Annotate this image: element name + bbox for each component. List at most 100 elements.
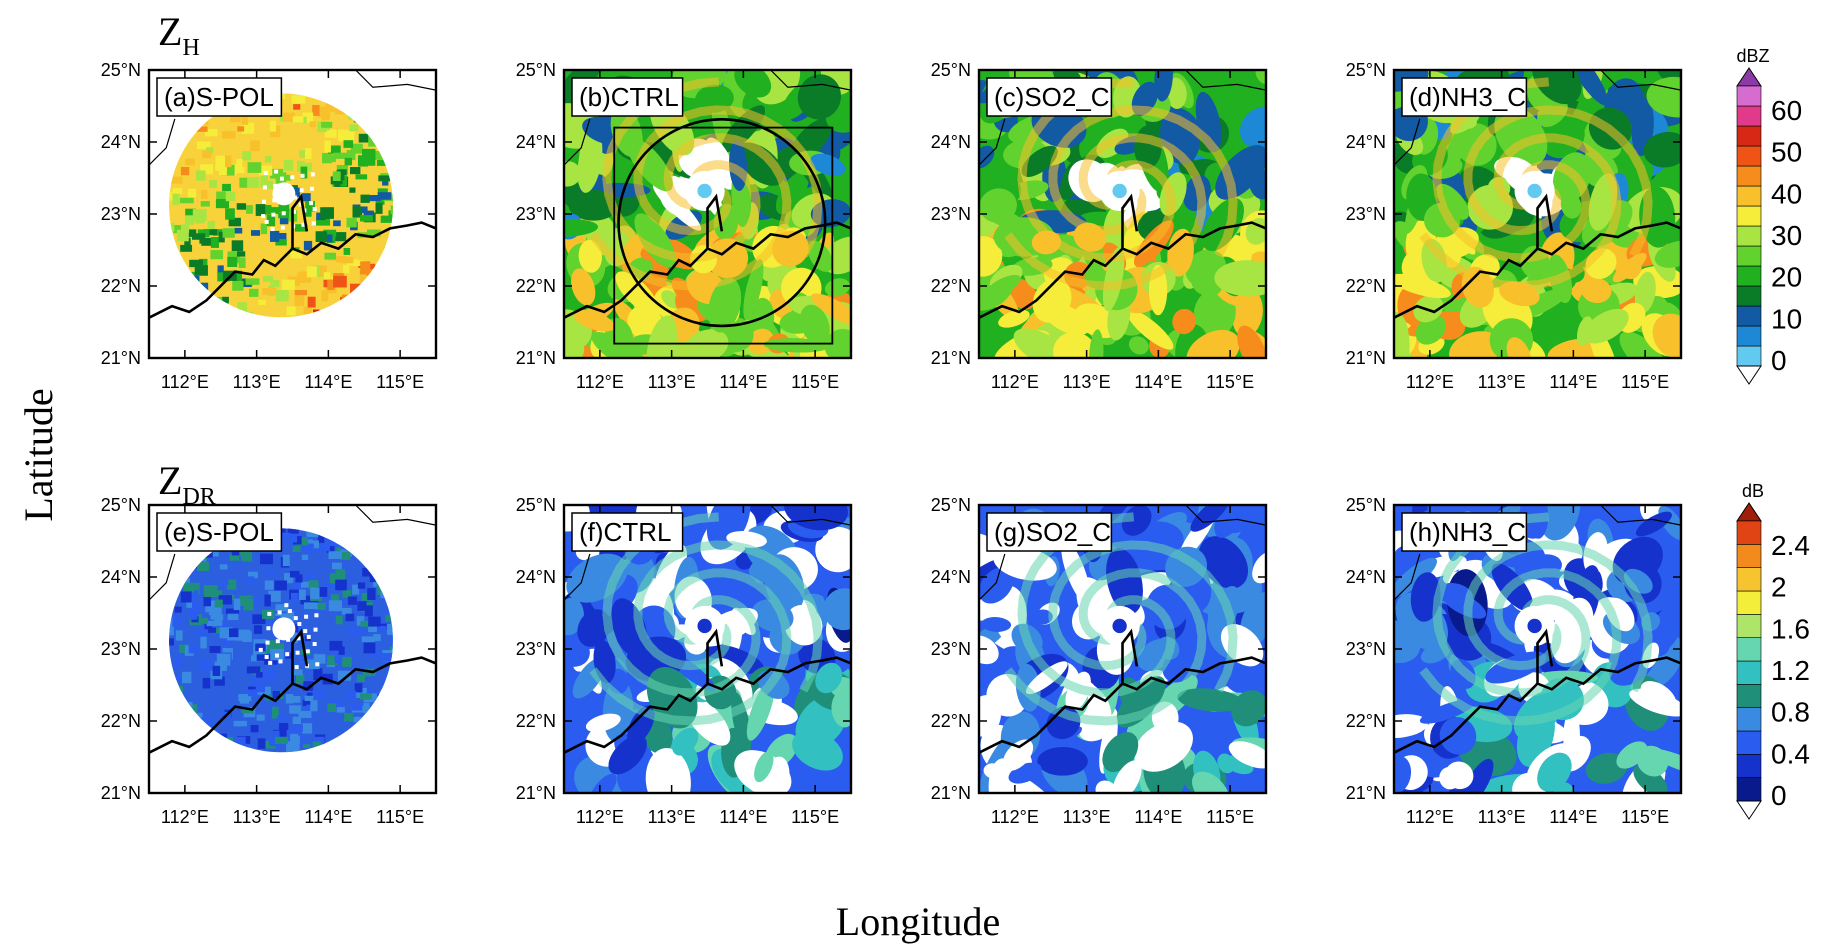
colorbar-tick-label: 60 bbox=[1771, 95, 1802, 126]
lat-tick-label: 22°N bbox=[1346, 276, 1386, 296]
x-axis-label: Longitude bbox=[836, 899, 1000, 944]
colorbar-segment bbox=[1736, 614, 1762, 638]
colorbar-tick-label: 0.8 bbox=[1771, 697, 1810, 728]
svg-text:(b)CTRL: (b)CTRL bbox=[579, 82, 679, 112]
lon-tick-label: 113°E bbox=[233, 807, 281, 827]
colorbar-segment bbox=[1736, 245, 1762, 267]
lon-tick-label: 113°E bbox=[648, 372, 696, 392]
lon-tick-label: 115°E bbox=[791, 372, 839, 392]
coastline bbox=[149, 193, 436, 319]
lat-tick-label: 22°N bbox=[516, 711, 556, 731]
panel-label: (d)NH3_C bbox=[1401, 77, 1528, 117]
lat-tick-label: 23°N bbox=[516, 639, 556, 659]
colorbar-segment bbox=[1736, 754, 1762, 778]
colorbar-zdr: dB 2.4 2 1.6 1.2 0.8 0.4 0 bbox=[1736, 481, 1810, 820]
lat-tick-label: 21°N bbox=[516, 783, 556, 803]
colorbar-segment bbox=[1736, 777, 1762, 802]
colorbar-bottom-arrow bbox=[1736, 365, 1762, 385]
colorbar-segment bbox=[1736, 105, 1762, 127]
panel-as-pol: (a)S-POL 25°N 24°N 23°N 22°N 21°N 112°E 113°E 11… bbox=[101, 60, 438, 392]
lon-tick-label: 114°E bbox=[1549, 807, 1597, 827]
colorbar-segment bbox=[1736, 205, 1762, 227]
lat-tick-label: 23°N bbox=[1346, 204, 1386, 224]
colorbar-segment bbox=[1736, 590, 1762, 615]
colorbar-segment bbox=[1736, 305, 1762, 327]
panel-label: (e)S-POL bbox=[156, 512, 283, 552]
colorbar-top-arrow bbox=[1736, 67, 1762, 87]
coastline bbox=[979, 193, 1266, 319]
svg-text:(d)NH3_C: (d)NH3_C bbox=[1409, 82, 1526, 112]
lat-tick-label: 22°N bbox=[101, 711, 141, 731]
svg-text:(g)SO2_C: (g)SO2_C bbox=[994, 517, 1111, 547]
lat-tick-label: 25°N bbox=[101, 60, 141, 80]
svg-text:(f)CTRL: (f)CTRL bbox=[579, 517, 671, 547]
panel-label: (a)S-POL bbox=[156, 77, 283, 117]
lon-tick-label: 114°E bbox=[1549, 372, 1597, 392]
colorbar-segment bbox=[1736, 145, 1762, 167]
panel-label: (c)SO2_C bbox=[986, 77, 1113, 117]
lon-tick-label: 113°E bbox=[233, 372, 281, 392]
lat-tick-label: 22°N bbox=[101, 276, 141, 296]
colorbar-segment bbox=[1736, 567, 1762, 592]
colorbar-segment bbox=[1736, 520, 1762, 545]
lon-tick-label: 112°E bbox=[1406, 807, 1454, 827]
colorbar-segment bbox=[1736, 85, 1762, 107]
colorbar-segment bbox=[1736, 325, 1762, 347]
lat-tick-label: 24°N bbox=[931, 567, 971, 587]
panel-cso2-c: (c)SO2_C 25°N 24°N 23°N 22°N 21°N 112°E 113°E 11… bbox=[931, 60, 1268, 392]
lon-tick-label: 113°E bbox=[1063, 372, 1111, 392]
coastline bbox=[149, 628, 436, 754]
lon-tick-label: 115°E bbox=[376, 372, 424, 392]
lat-tick-label: 23°N bbox=[101, 204, 141, 224]
colorbar-segment bbox=[1736, 225, 1762, 247]
colorbar-tick-label: 30 bbox=[1771, 220, 1802, 251]
lon-tick-label: 114°E bbox=[304, 372, 352, 392]
lat-tick-label: 24°N bbox=[101, 132, 141, 152]
colorbar-bottom-arrow bbox=[1736, 800, 1762, 820]
colorbar-tick-label: 1.6 bbox=[1771, 613, 1810, 644]
panel-label: (h)NH3_C bbox=[1401, 512, 1528, 552]
panel-grid: (a)S-POL 25°N 24°N 23°N 22°N 21°N 112°E 113°E 11… bbox=[101, 60, 1683, 827]
lon-tick-label: 115°E bbox=[376, 807, 424, 827]
lat-tick-label: 25°N bbox=[931, 60, 971, 80]
lat-tick-label: 21°N bbox=[516, 348, 556, 368]
lon-tick-label: 115°E bbox=[791, 807, 839, 827]
field-image bbox=[149, 505, 436, 793]
colorbar-segment bbox=[1736, 660, 1762, 685]
lon-tick-label: 114°E bbox=[1134, 807, 1182, 827]
colorbar-segment bbox=[1736, 637, 1762, 662]
lat-tick-label: 23°N bbox=[516, 204, 556, 224]
lon-tick-label: 112°E bbox=[576, 807, 624, 827]
panel-label: (f)CTRL bbox=[571, 512, 684, 552]
field-image bbox=[1394, 505, 1681, 793]
colorbar-unit: dBZ bbox=[1736, 46, 1769, 66]
lat-tick-label: 24°N bbox=[516, 132, 556, 152]
colorbar-segment bbox=[1736, 730, 1762, 755]
coastline bbox=[1394, 193, 1681, 319]
colorbar-tick-label: 2 bbox=[1771, 572, 1787, 603]
colorbar-segment bbox=[1736, 544, 1762, 568]
lat-tick-label: 21°N bbox=[101, 348, 141, 368]
lon-tick-label: 114°E bbox=[304, 807, 352, 827]
lon-tick-label: 115°E bbox=[1206, 807, 1254, 827]
lat-tick-label: 21°N bbox=[101, 783, 141, 803]
lat-tick-label: 24°N bbox=[101, 567, 141, 587]
svg-text:(a)S-POL: (a)S-POL bbox=[164, 82, 274, 112]
lat-tick-label: 24°N bbox=[1346, 132, 1386, 152]
colorbar-segment bbox=[1736, 684, 1762, 708]
lat-tick-label: 23°N bbox=[931, 639, 971, 659]
lon-tick-label: 112°E bbox=[161, 807, 209, 827]
colorbar-tick-label: 0 bbox=[1771, 780, 1787, 811]
lon-tick-label: 114°E bbox=[719, 372, 767, 392]
colorbar-segment bbox=[1736, 165, 1762, 187]
colorbar-tick-label: 1.2 bbox=[1771, 655, 1810, 686]
colorbar-top-arrow bbox=[1736, 502, 1762, 522]
lat-tick-label: 25°N bbox=[516, 60, 556, 80]
lon-tick-label: 113°E bbox=[648, 807, 696, 827]
lat-tick-label: 25°N bbox=[931, 495, 971, 515]
colorbar-tick-label: 10 bbox=[1771, 303, 1802, 334]
lat-tick-label: 21°N bbox=[931, 783, 971, 803]
colorbar-segment bbox=[1736, 265, 1762, 287]
lon-tick-label: 114°E bbox=[1134, 372, 1182, 392]
field-image bbox=[979, 505, 1266, 793]
